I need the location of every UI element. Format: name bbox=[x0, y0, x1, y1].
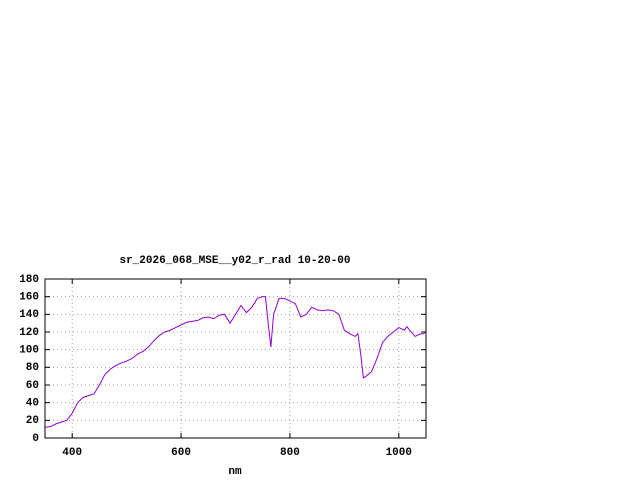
y-tick-label: 140 bbox=[19, 309, 39, 321]
y-tick-label: 60 bbox=[26, 380, 39, 392]
y-tick-label: 160 bbox=[19, 292, 39, 304]
chart-title: sr_2026_068_MSE__y02_r_rad 10-20-00 bbox=[119, 255, 350, 267]
x-tick-label: 400 bbox=[62, 447, 82, 459]
x-axis-label: nm bbox=[228, 466, 242, 478]
y-tick-label: 20 bbox=[26, 415, 39, 427]
data-line bbox=[44, 296, 427, 428]
y-tick-label: 40 bbox=[26, 398, 39, 410]
y-tick-label: 0 bbox=[32, 433, 39, 445]
y-tick-label: 180 bbox=[19, 274, 39, 286]
plot-border bbox=[44, 278, 427, 439]
y-tick-label: 80 bbox=[26, 362, 39, 374]
x-tick-label: 800 bbox=[280, 447, 300, 459]
x-tick-label: 1000 bbox=[386, 447, 412, 459]
x-tick-label: 600 bbox=[171, 447, 191, 459]
y-tick-label: 120 bbox=[19, 327, 39, 339]
y-tick-label: 100 bbox=[19, 345, 39, 357]
